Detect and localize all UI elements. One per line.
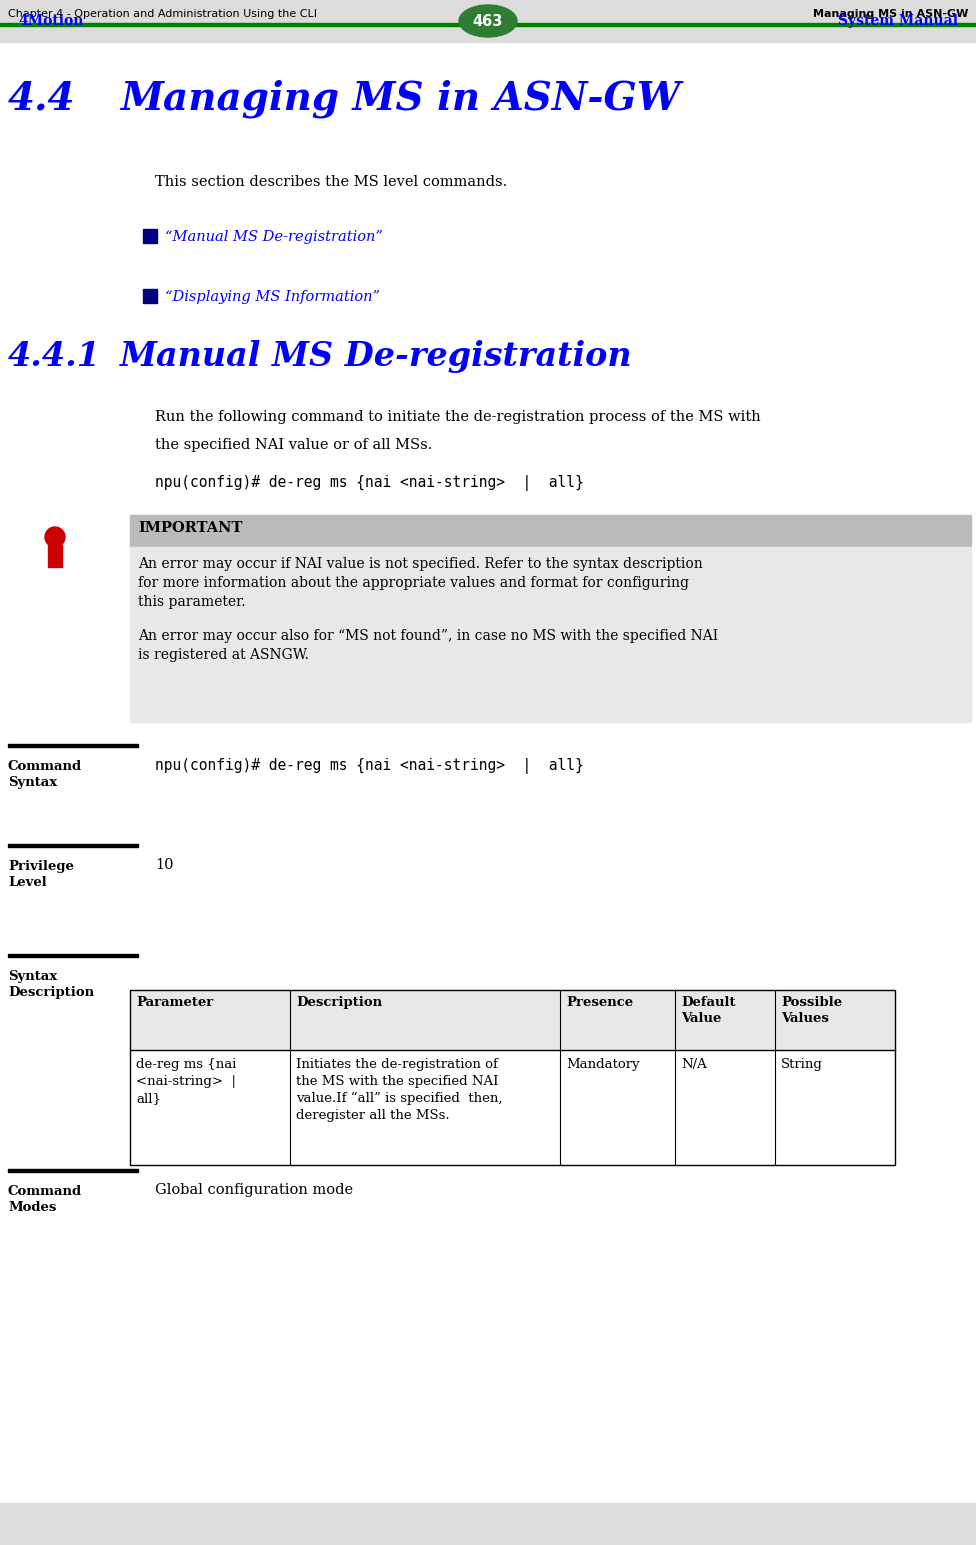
Text: Global configuration mode: Global configuration mode (155, 1183, 353, 1197)
Bar (0, 0, 976, 42)
Text: Chapter 4 - Operation and Administration Using the CLI: Chapter 4 - Operation and Administration… (8, 9, 317, 19)
Text: Parameter: Parameter (136, 997, 213, 1009)
Text: Presence: Presence (566, 997, 633, 1009)
Text: de-reg ms {nai
<nai-string>  |
all}: de-reg ms {nai <nai-string> | all} (136, 1058, 236, 1105)
Bar (0, 23, 976, 26)
Bar (0, 1503, 976, 1545)
Text: String: String (781, 1058, 823, 1071)
Text: 4.4.1: 4.4.1 (8, 340, 101, 372)
Text: IMPORTANT: IMPORTANT (138, 521, 242, 535)
Text: Run the following command to initiate the de-registration process of the MS with: Run the following command to initiate th… (155, 409, 760, 423)
Text: Command
Modes: Command Modes (8, 1185, 82, 1214)
Text: Managing MS in ASN-GW: Managing MS in ASN-GW (120, 80, 680, 119)
Bar (130, 514, 971, 547)
Bar (130, 990, 895, 1165)
Text: Manual MS De-registration: Manual MS De-registration (120, 340, 632, 372)
Text: Possible
Values: Possible Values (781, 997, 842, 1024)
Text: “Displaying MS Information”: “Displaying MS Information” (165, 290, 380, 304)
Text: Initiates the de-registration of
the MS with the specified NAI
value.If “all” is: Initiates the de-registration of the MS … (296, 1058, 503, 1122)
Text: 10: 10 (155, 857, 174, 871)
Bar (130, 1051, 895, 1165)
Bar (48, 545, 62, 567)
Text: Mandatory: Mandatory (566, 1058, 639, 1071)
Bar (8, 745, 138, 746)
Text: 4.4: 4.4 (8, 80, 75, 117)
Text: Description: Description (296, 997, 383, 1009)
Bar (143, 289, 157, 303)
Text: System Manual: System Manual (838, 14, 958, 28)
Text: Privilege
Level: Privilege Level (8, 861, 74, 888)
Text: npu(config)# de-reg ms {nai <nai-string>  |  all}: npu(config)# de-reg ms {nai <nai-string>… (155, 474, 584, 491)
Text: Default
Value: Default Value (681, 997, 736, 1024)
Bar (130, 547, 971, 722)
Text: N/A: N/A (681, 1058, 707, 1071)
Text: the specified NAI value or of all MSs.: the specified NAI value or of all MSs. (155, 437, 432, 453)
Bar (8, 844, 138, 847)
Text: “Manual MS De-registration”: “Manual MS De-registration” (165, 230, 383, 244)
Text: An error may occur also for “MS not found”, in case no MS with the specified NAI: An error may occur also for “MS not foun… (138, 629, 718, 661)
Circle shape (45, 527, 65, 547)
Text: Command
Syntax: Command Syntax (8, 760, 82, 789)
Text: This section describes the MS level commands.: This section describes the MS level comm… (155, 175, 508, 188)
Text: 463: 463 (472, 14, 504, 28)
Bar (143, 229, 157, 243)
Text: An error may occur if NAI value is not specified. Refer to the syntax descriptio: An error may occur if NAI value is not s… (138, 558, 703, 609)
Ellipse shape (459, 5, 517, 37)
Text: Managing MS in ASN-GW: Managing MS in ASN-GW (813, 9, 968, 19)
Text: npu(config)# de-reg ms {nai <nai-string>  |  all}: npu(config)# de-reg ms {nai <nai-string>… (155, 759, 584, 774)
Bar (130, 990, 895, 1051)
Text: 4Motion: 4Motion (18, 14, 83, 28)
Text: Syntax
Description: Syntax Description (8, 970, 94, 1000)
Bar (8, 1170, 138, 1173)
Bar (8, 953, 138, 956)
